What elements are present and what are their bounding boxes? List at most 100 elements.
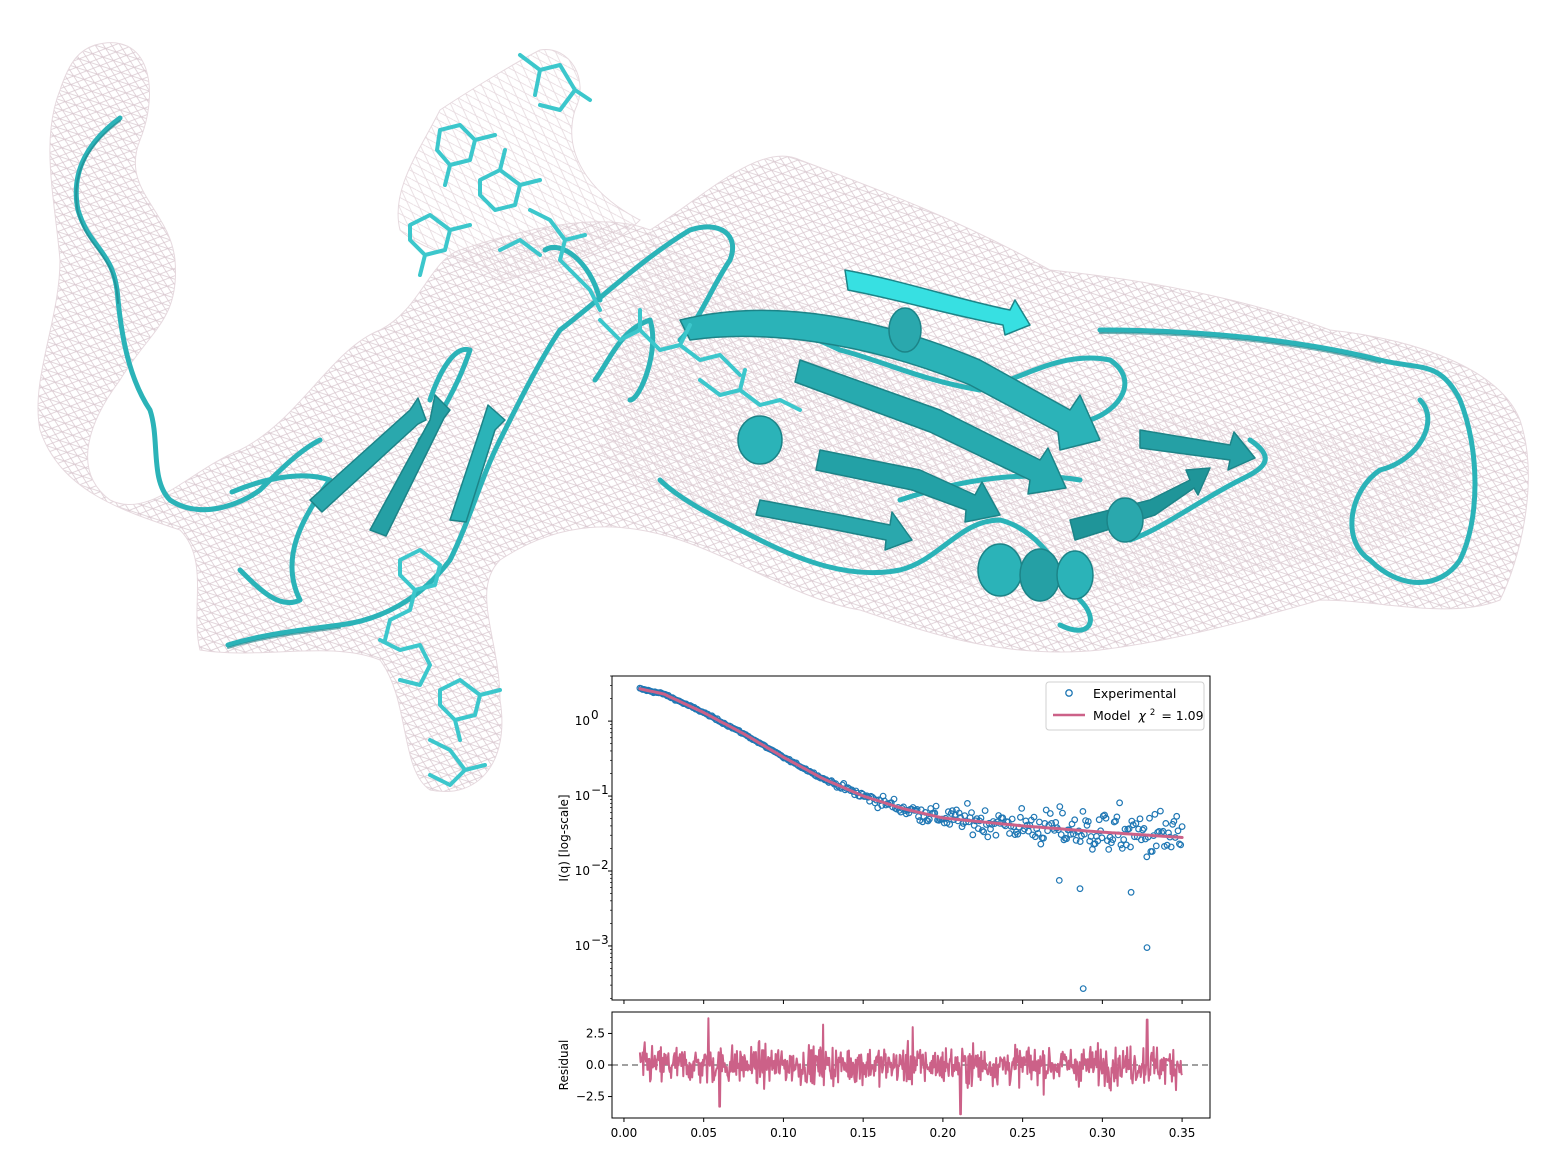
intensity-y-tick-label: 10 (575, 864, 590, 878)
experimental-point (1109, 836, 1117, 843)
experimental-point (1127, 843, 1134, 851)
residual-x-ticks: 0.00 0.05 0.10 0.15 0.20 0.25 0.30 0.35 (611, 1118, 1196, 1140)
experimental-point (1006, 830, 1013, 837)
residual-y-tick-label: −2.5 (576, 1090, 605, 1104)
experimental-point (1017, 813, 1024, 821)
experimental-point (968, 809, 975, 816)
experimental-point (1151, 810, 1159, 818)
residual-panel: 0.00 0.05 0.10 0.15 0.20 0.25 0.30 0.35 −2.5 0.0… (557, 1011, 1211, 1140)
experimental-point (1040, 834, 1047, 842)
intensity-y-tick-exponent: −3 (591, 933, 609, 947)
intensity-y-axis-label: I(q) [log-scale] (557, 794, 571, 881)
experimental-point (1095, 816, 1103, 824)
experimental-point (1112, 817, 1119, 825)
experimental-point (1059, 809, 1066, 817)
experimental-point (964, 800, 971, 807)
experimental-point (981, 807, 989, 814)
experimental-point (1167, 843, 1175, 851)
experimental-point (969, 831, 977, 839)
residual-line (638, 1017, 1183, 1116)
experimental-point (1067, 830, 1075, 838)
experimental-point (999, 814, 1007, 822)
experimental-point (1105, 846, 1113, 853)
residual-y-axis-label: Residual (557, 1040, 571, 1091)
experimental-point (1098, 834, 1106, 842)
experimental-point (890, 795, 898, 803)
alpha-helices (737, 307, 1144, 602)
experimental-point (1175, 840, 1183, 848)
experimental-point (1042, 806, 1050, 814)
experimental-point (1174, 827, 1182, 835)
experimental-point (1177, 841, 1185, 849)
experimental-point (1055, 877, 1063, 884)
experimental-point (1137, 836, 1145, 844)
experimental-point (955, 809, 963, 817)
residual-x-tick-label: 0.35 (1169, 1126, 1196, 1140)
experimental-point (1014, 830, 1022, 838)
intensity-y-tick-label: 10 (575, 939, 590, 953)
residual-x-tick-label: 0.30 (1089, 1126, 1116, 1140)
experimental-point (1083, 821, 1091, 829)
experimental-point (946, 820, 954, 828)
experimental-point (1118, 845, 1126, 852)
experimental-point (1163, 841, 1171, 849)
experimental-point (992, 831, 1000, 839)
experimental-point (1170, 818, 1178, 825)
experimental-point (1110, 818, 1118, 826)
experimental-point (1173, 812, 1181, 820)
experimental-point (1037, 840, 1045, 848)
experimental-point (1034, 830, 1042, 837)
residual-x-tick-label: 0.10 (770, 1126, 797, 1140)
experimental-point (958, 823, 966, 831)
experimental-point (1102, 814, 1110, 822)
experimental-point (1132, 820, 1140, 827)
experimental-point (1030, 813, 1038, 821)
experimental-point (974, 825, 982, 832)
residual-y-tick-label: 0.0 (586, 1058, 605, 1072)
experimental-point (1178, 823, 1186, 830)
density-mesh (37, 42, 1529, 792)
intensity-x-ticks (623, 1000, 1183, 1004)
experimental-point (1146, 814, 1153, 822)
legend-box (1045, 681, 1205, 731)
experimental-point (1162, 820, 1170, 827)
experimental-point (1159, 827, 1167, 835)
experimental-point (1152, 842, 1160, 850)
intensity-y-tick-label: 10 (575, 789, 590, 803)
experimental-point (1148, 848, 1156, 855)
intensity-y-tick-exponent: −2 (591, 858, 609, 872)
experimental-point (1136, 815, 1144, 823)
experimental-point (1113, 813, 1121, 821)
experimental-point (1063, 835, 1070, 843)
legend-experimental-marker (1065, 689, 1073, 697)
experimental-point (1143, 944, 1151, 951)
experimental-point (1143, 853, 1151, 861)
experimental-point (1121, 825, 1129, 833)
experimental-point (1057, 831, 1065, 838)
experimental-point (1101, 811, 1108, 819)
glycan-sticks (378, 53, 802, 787)
experimental-point (1107, 839, 1115, 847)
legend-model-label: Model χ 2 = 1.09 (1093, 703, 1204, 723)
experimental-point (1079, 808, 1087, 815)
experimental-point (1117, 841, 1125, 849)
coil-shadows (75, 120, 1381, 649)
experimental-point (980, 828, 988, 836)
model-curve-group (638, 687, 1184, 839)
experimental-point (925, 815, 933, 823)
experimental-point (1116, 799, 1123, 807)
experimental-point (1127, 888, 1135, 896)
residual-x-tick-label: 0.15 (850, 1126, 877, 1140)
intensity-axes-frame (611, 675, 1211, 1001)
legend: Experimental Model χ 2 = 1.09 (1045, 681, 1205, 731)
legend-model-name: Model (1093, 708, 1131, 723)
experimental-point (1018, 805, 1026, 812)
experimental-point (1035, 818, 1043, 826)
experimental-points-group (636, 684, 1186, 992)
experimental-point (932, 802, 940, 810)
experimental-point (1046, 810, 1054, 817)
residual-x-tick-label: 0.00 (611, 1126, 638, 1140)
experimental-point (1056, 803, 1064, 810)
protein-ribbon-with-density-mesh-icon (37, 42, 1529, 792)
